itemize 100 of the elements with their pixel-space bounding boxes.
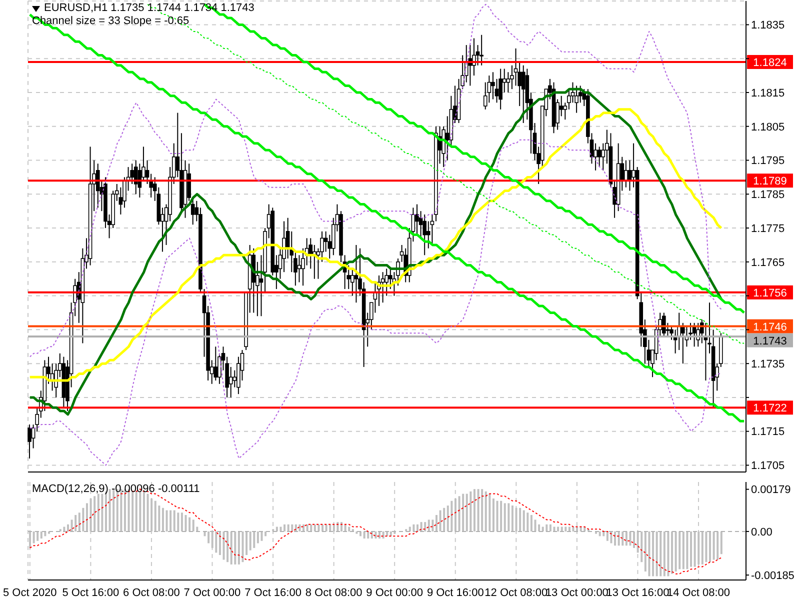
bar: [504, 503, 506, 532]
bar: [32, 531, 35, 544]
ref-line-label: 1.1722: [753, 402, 787, 415]
bar: [686, 531, 688, 570]
bar: [519, 508, 522, 532]
candlestick: [521, 64, 526, 124]
bar: [694, 531, 696, 567]
x-tick-label: 8 Oct 08:00: [305, 586, 362, 599]
bar: [428, 520, 430, 532]
bar: [139, 491, 142, 532]
bar: [177, 512, 180, 532]
x-tick-label: 7 Oct 16:00: [244, 586, 302, 599]
candlestick: [415, 204, 419, 236]
y-tick-label: 1.1735: [751, 358, 785, 370]
candlestick: [662, 312, 666, 337]
bar: [511, 506, 514, 532]
bar: [618, 531, 620, 546]
bar: [215, 531, 218, 553]
bar: [284, 524, 286, 532]
bar: [492, 498, 494, 532]
bar: [716, 531, 719, 560]
y-tick-label: 1.1715: [751, 426, 785, 438]
bar: [166, 510, 168, 532]
bar: [660, 531, 662, 576]
bar: [367, 531, 370, 539]
y-tick-label: -0.00185: [751, 570, 794, 582]
bar: [249, 531, 252, 550]
bar: [652, 531, 654, 576]
bar: [484, 491, 487, 532]
bar: [572, 526, 574, 532]
x-tick-label: 13 Oct 00:00: [545, 586, 608, 599]
candlestick: [28, 424, 32, 459]
bar: [420, 522, 422, 532]
chart-title: MACD(12,26,9) -0.00096 -0.00111: [32, 483, 200, 496]
y-tick-label: 1.1835: [751, 20, 785, 32]
x-tick-label: 12 Oct 08:00: [484, 586, 548, 599]
bar: [678, 531, 681, 570]
bar: [648, 531, 650, 576]
candlestick: [624, 160, 628, 188]
candlestick: [491, 72, 495, 100]
candlestick: [228, 366, 233, 398]
candlestick: [214, 346, 218, 382]
ref-line-label: 1.1746: [753, 321, 787, 334]
bar: [508, 503, 510, 532]
candlestick: [96, 163, 100, 208]
bar: [435, 514, 438, 532]
bar: [477, 489, 480, 532]
bar: [625, 531, 628, 546]
bar: [564, 526, 567, 532]
bar: [439, 510, 442, 532]
bar: [135, 491, 138, 532]
bar: [230, 531, 232, 564]
candlestick: [187, 163, 191, 202]
bar: [629, 531, 632, 546]
x-tick-label: 5 Oct 2020: [2, 586, 57, 599]
bar: [188, 517, 191, 532]
bar: [674, 531, 677, 572]
bar: [690, 531, 692, 567]
x-tick-label: 7 Oct 00:00: [184, 586, 241, 599]
bar: [314, 524, 316, 532]
bar: [458, 496, 460, 532]
bar: [656, 531, 658, 576]
bar: [622, 531, 624, 546]
y-tick-label: 1.1775: [751, 222, 785, 235]
line-series: [28, 88, 723, 416]
bar: [522, 510, 525, 532]
bar: [132, 491, 134, 532]
bar: [154, 500, 156, 532]
ref-line-label: 1.1743: [753, 335, 787, 348]
bar: [246, 531, 248, 556]
bar: [374, 531, 377, 539]
bar: [667, 531, 670, 576]
bar: [424, 522, 426, 532]
bar: [287, 524, 290, 532]
bar: [382, 531, 384, 539]
bar: [260, 531, 263, 541]
candlestick: [498, 68, 502, 110]
bar: [712, 531, 715, 560]
bar: [298, 524, 301, 532]
bar: [500, 500, 502, 532]
candlestick: [597, 146, 602, 168]
bar: [208, 531, 210, 544]
bar: [546, 524, 548, 532]
candlestick: [380, 272, 385, 304]
bar: [66, 524, 69, 532]
bar: [36, 531, 39, 541]
y-tick-label: 1.1815: [751, 87, 785, 100]
bar: [82, 508, 84, 532]
bar: [325, 524, 328, 532]
bar: [86, 503, 88, 532]
bar: [256, 531, 259, 544]
x-tick-label: 6 Oct 08:00: [123, 586, 180, 599]
bar: [238, 531, 240, 564]
ref-line-label: 1.1789: [753, 176, 787, 188]
bar: [97, 494, 100, 532]
bar: [184, 514, 187, 532]
bar: [356, 531, 358, 534]
bar: [526, 512, 529, 532]
bar: [682, 531, 684, 570]
bar: [363, 531, 366, 539]
